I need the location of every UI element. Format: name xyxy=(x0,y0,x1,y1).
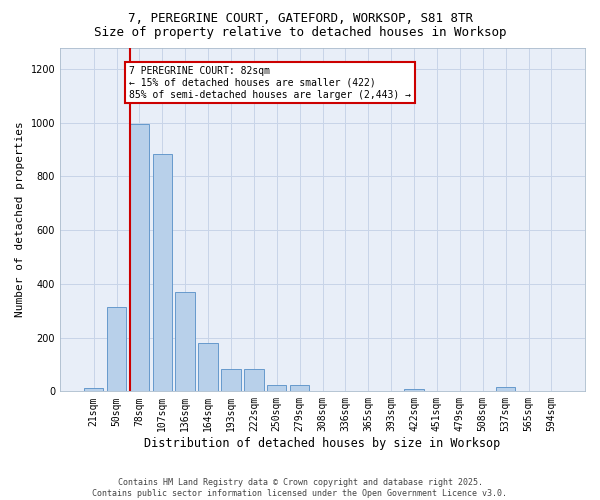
Bar xyxy=(221,368,241,392)
Y-axis label: Number of detached properties: Number of detached properties xyxy=(15,122,25,318)
Bar xyxy=(107,308,126,392)
Bar xyxy=(152,154,172,392)
Text: Size of property relative to detached houses in Worksop: Size of property relative to detached ho… xyxy=(94,26,506,39)
X-axis label: Distribution of detached houses by size in Worksop: Distribution of detached houses by size … xyxy=(145,437,500,450)
Bar xyxy=(84,388,103,392)
Bar xyxy=(175,292,195,392)
Text: 7, PEREGRINE COURT, GATEFORD, WORKSOP, S81 8TR: 7, PEREGRINE COURT, GATEFORD, WORKSOP, S… xyxy=(128,12,473,26)
Bar xyxy=(130,124,149,392)
Bar xyxy=(244,368,263,392)
Bar xyxy=(267,384,286,392)
Text: Contains HM Land Registry data © Crown copyright and database right 2025.
Contai: Contains HM Land Registry data © Crown c… xyxy=(92,478,508,498)
Bar xyxy=(496,388,515,392)
Bar xyxy=(199,343,218,392)
Bar xyxy=(404,388,424,392)
Bar xyxy=(290,384,310,392)
Text: 7 PEREGRINE COURT: 82sqm
← 15% of detached houses are smaller (422)
85% of semi-: 7 PEREGRINE COURT: 82sqm ← 15% of detach… xyxy=(129,66,411,100)
